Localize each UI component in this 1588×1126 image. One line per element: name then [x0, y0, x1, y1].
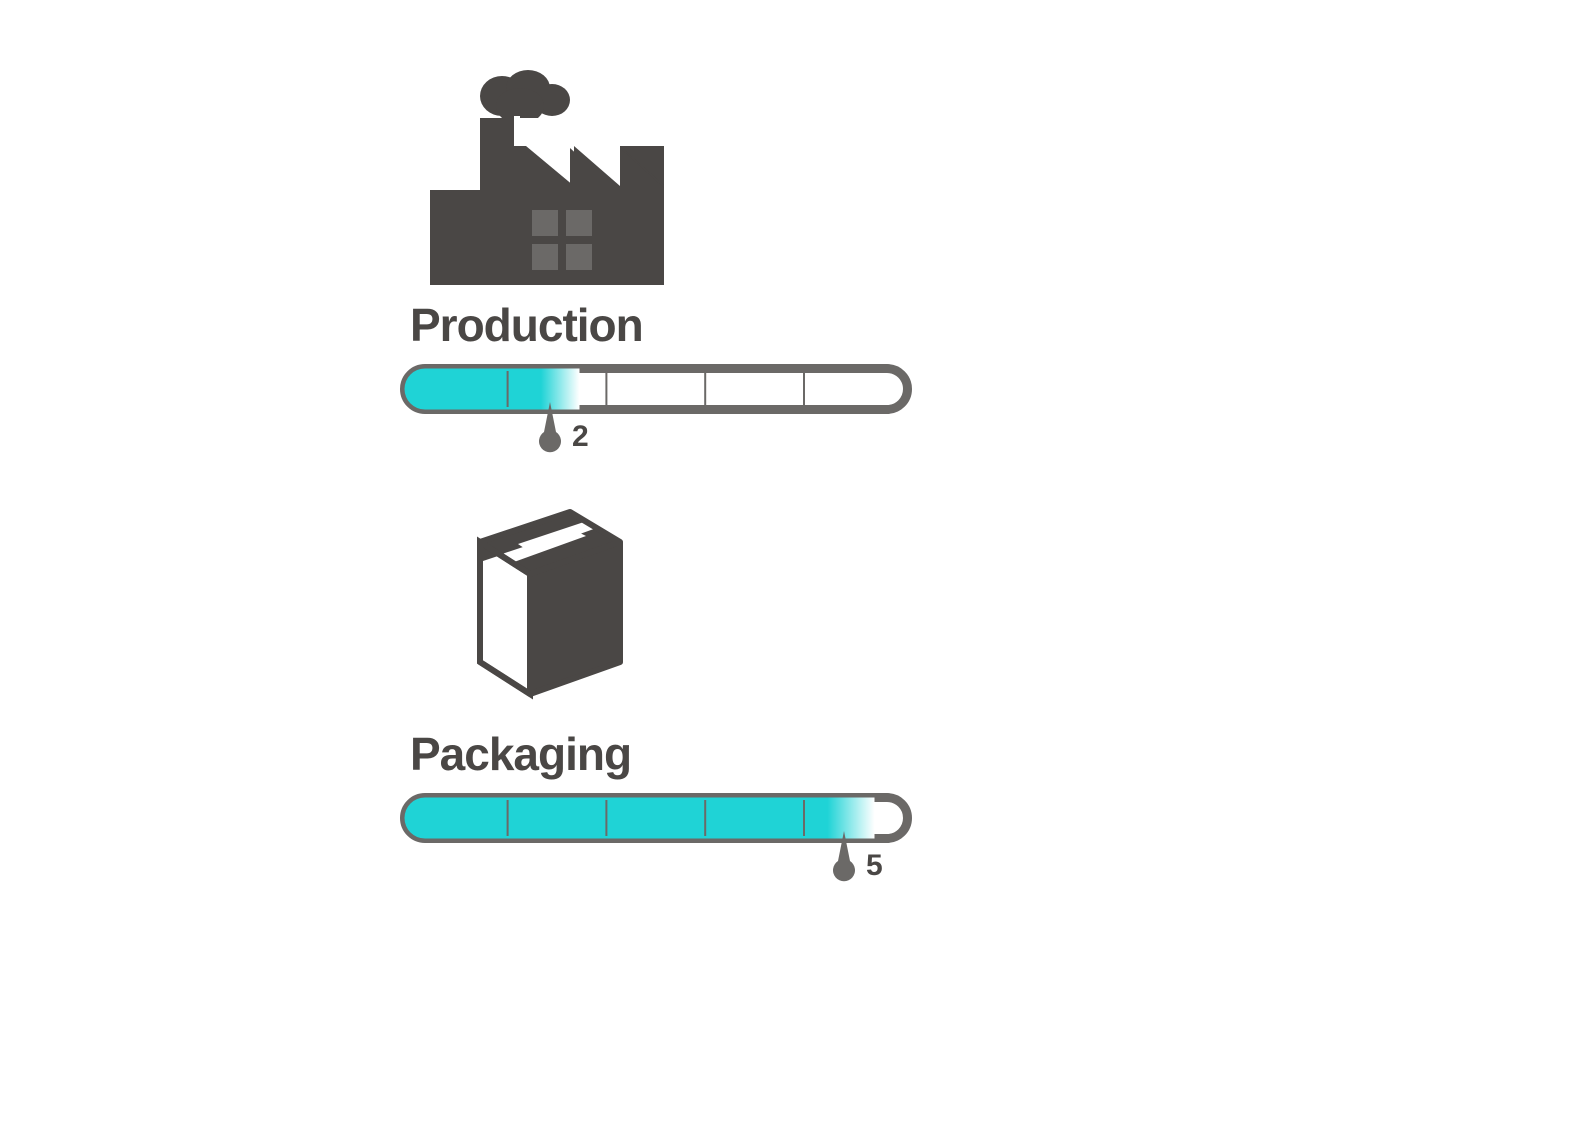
- metric-packaging: Packaging: [400, 504, 912, 843]
- production-gauge: 2: [400, 364, 912, 414]
- metrics-container: Production: [400, 60, 912, 933]
- packaging-gauge: 5: [400, 793, 912, 843]
- production-value: 2: [572, 420, 589, 453]
- factory-icon: [430, 60, 912, 290]
- metric-production: Production: [400, 60, 912, 414]
- packaging-pointer: 5: [826, 831, 906, 890]
- packaging-title: Packaging: [410, 727, 912, 781]
- box-icon: [440, 504, 912, 719]
- production-title: Production: [410, 298, 912, 352]
- packaging-value: 5: [866, 849, 883, 882]
- production-pointer: 2: [532, 402, 612, 461]
